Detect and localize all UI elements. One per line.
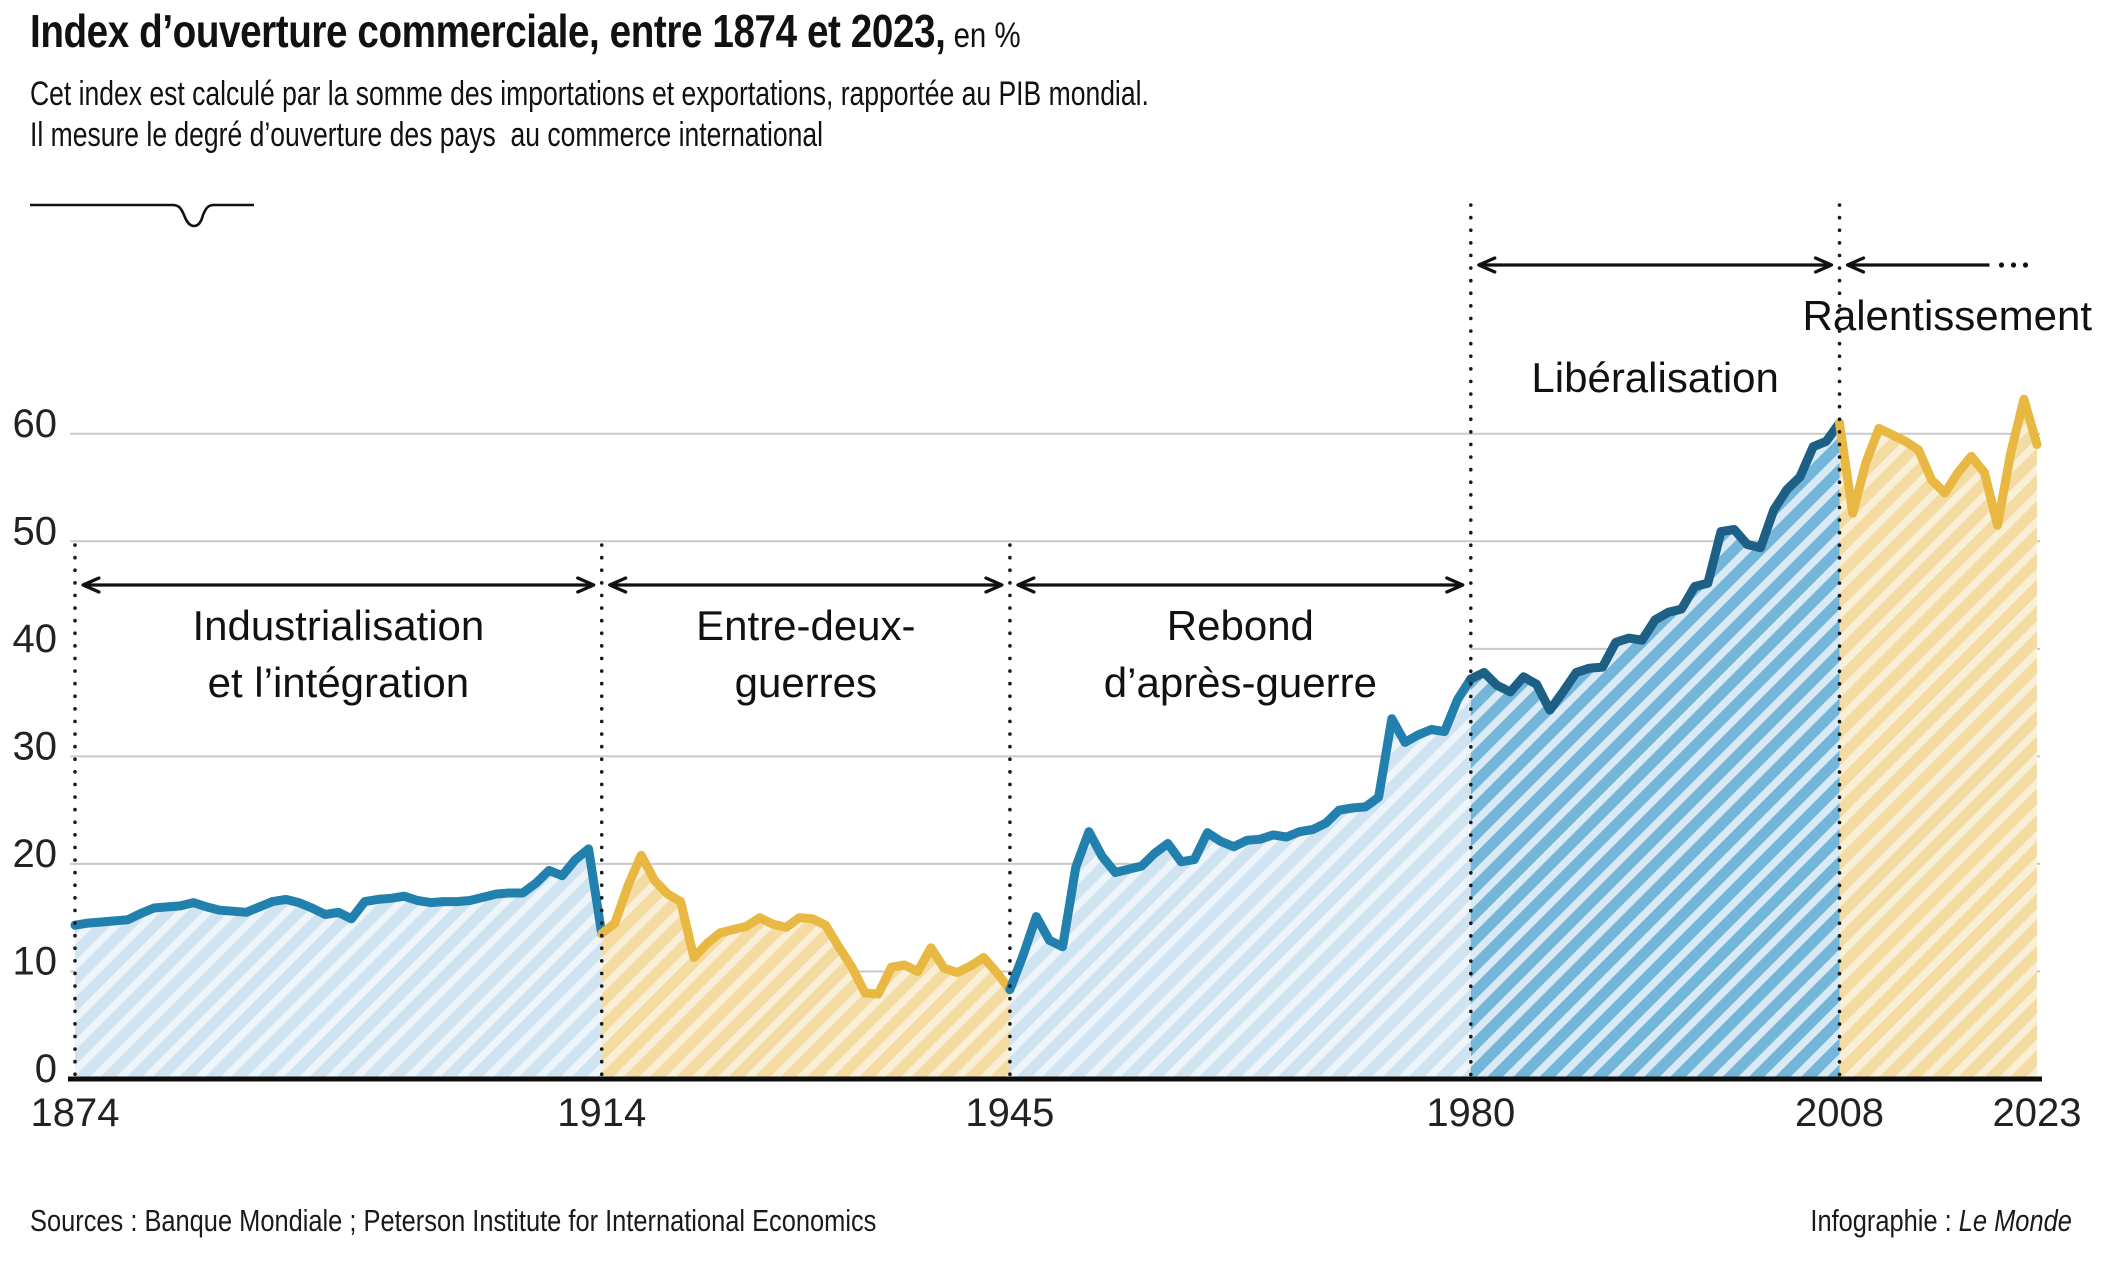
- area-fill-rebond-apres-guerre: [1009, 679, 1471, 1079]
- x-tick-label-2008: 2008: [1795, 1091, 1884, 1135]
- arrowhead: [1016, 576, 1036, 594]
- period-label-rebond-apres-guerre-line-2: d’après-guerre: [1104, 659, 1377, 706]
- x-tick-label-1980: 1980: [1426, 1091, 1515, 1135]
- y-axis-labels: 0 10 20 30 40 50 60: [13, 402, 58, 1091]
- trend-line-entre-deux-guerres: [597, 850, 1015, 999]
- x-tick-label-1914: 1914: [557, 1091, 646, 1135]
- y-tick-label-0: 0: [35, 1047, 57, 1091]
- period-boundaries: [73, 203, 1842, 1081]
- period-label-entre-deux-guerres-line-2: guerres: [735, 659, 877, 706]
- period-labels: Industrialisation et l’intégration Entre-d…: [192, 292, 2092, 706]
- page-title-main: Index d’ouverture commerciale, entre 187…: [30, 5, 946, 57]
- y-tick-label-20: 20: [13, 832, 58, 876]
- period-label-industrialisation-line-1: Industrialisation: [192, 602, 484, 649]
- period-label-rebond-apres-guerre-line-1: Rebond: [1167, 602, 1314, 649]
- trend-line-industrialisation: [70, 844, 607, 939]
- arrowhead: [984, 576, 1004, 594]
- arrow-ralentissement: [1845, 256, 2029, 274]
- x-tick-label-2023: 2023: [1993, 1091, 2082, 1135]
- trend-lines: [70, 394, 2042, 999]
- trend-line-ralentissement: [1835, 394, 2042, 530]
- subtitle-line-2: Il mesure le degré d’ouverture des pays …: [30, 116, 824, 154]
- arrowhead: [1813, 256, 1834, 274]
- period-label-liberalisation-line-1: Libéralisation: [1531, 354, 1779, 401]
- y-tick-label-30: 30: [13, 724, 58, 768]
- continuation-dot: [1998, 262, 2005, 268]
- credit-prefix: Infographie :: [1810, 1203, 1959, 1238]
- y-tick-label-10: 10: [13, 939, 58, 983]
- credit-text: Infographie : Le Monde: [1811, 1203, 2072, 1239]
- area-fills: [75, 399, 2037, 1079]
- arrowhead: [1445, 576, 1465, 594]
- credit-name: Le Monde: [1958, 1203, 2072, 1238]
- arrowhead: [81, 576, 101, 594]
- period-label-industrialisation-line-2: et l’intégration: [208, 659, 470, 706]
- period-label-ralentissement-line-1: Ralentissement: [1803, 292, 2093, 339]
- period-arrows: [81, 256, 2029, 594]
- x-axis-labels: 1874 1914 1945 1980 2008 2023: [31, 1091, 2082, 1135]
- arrowhead: [576, 576, 596, 594]
- area-fill-liberalisation: [1470, 423, 1840, 1079]
- y-tick-label-60: 60: [13, 402, 58, 446]
- page-title-unit: en %: [945, 16, 1021, 55]
- arrow-entre-deux-guerres: [608, 576, 1004, 594]
- y-tick-label-50: 50: [13, 509, 58, 553]
- area-fill-ralentissement: [1839, 399, 2037, 1079]
- area-fill-industrialisation: [75, 848, 602, 1079]
- trend-line-rebond-apres-guerre: [1005, 674, 1476, 995]
- y-tick-label-40: 40: [13, 617, 58, 661]
- page-title: Index d’ouverture commerciale, entre 187…: [30, 4, 1021, 58]
- x-tick-label-1874: 1874: [31, 1091, 120, 1135]
- arrow-rebond-apres-guerre: [1016, 576, 1465, 594]
- continuation-dot: [2022, 262, 2029, 268]
- subtitle-line-1: Cet index est calculé par la somme des i…: [30, 75, 1149, 113]
- arrowhead: [1477, 256, 1497, 274]
- x-tick-label-1945: 1945: [965, 1091, 1054, 1135]
- arrow-liberalisation: [1477, 256, 1834, 274]
- arrowhead: [1845, 256, 1866, 274]
- arrow-industrialisation: [81, 576, 596, 594]
- sources-text: Sources : Banque Mondiale ; Peterson Ins…: [30, 1203, 877, 1238]
- arrowhead: [608, 576, 628, 594]
- continuation-dot: [2010, 262, 2017, 268]
- decorative-flourish: [30, 203, 254, 228]
- trend-line-liberalisation: [1466, 418, 1844, 715]
- area-fill-entre-deux-guerres: [601, 855, 1010, 1079]
- chart-subtitle: Cet index est calculé par la somme des i…: [30, 74, 1149, 156]
- period-label-entre-deux-guerres-line-1: Entre-deux-: [696, 602, 915, 649]
